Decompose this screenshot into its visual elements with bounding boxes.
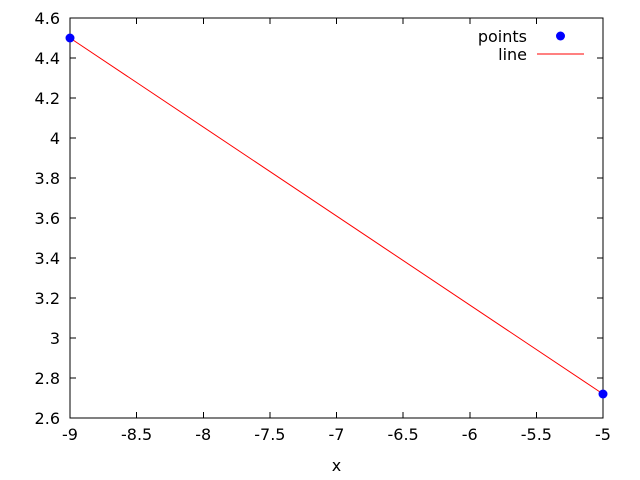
y-tick-label: 4.6 (35, 9, 60, 28)
x-tick-label: -9 (62, 425, 78, 444)
y-tick-label: 4.4 (35, 49, 60, 68)
x-tick-label: -6.5 (388, 425, 419, 444)
series-line-line (69, 37, 604, 395)
y-tick-label: 3.2 (35, 289, 60, 308)
y-tick-label: 4.2 (35, 89, 60, 108)
legend-label-points: points (478, 27, 527, 46)
y-tick-label: 3 (50, 329, 60, 348)
legend-marker-points (556, 31, 565, 41)
y-tick-label: 3.8 (35, 169, 60, 188)
x-axis-label: x (332, 456, 341, 475)
y-tick-label: 3.6 (35, 209, 60, 228)
x-tick-label: -7 (329, 425, 345, 444)
data-point-points (65, 33, 75, 43)
x-tick-label: -6 (462, 425, 478, 444)
plot-border (69, 17, 604, 419)
x-tick-label: -8 (195, 425, 211, 444)
x-tick-label: -5.5 (521, 425, 552, 444)
plot-generated-content: -9 -8.5 -8 -7.5 -7 -6.5 -6 -5.5 -5 2.6 2.8 3 3.2 3.4 3… (35, 9, 611, 444)
x-tick-label: -7.5 (254, 425, 285, 444)
x-tick-label: -5 (595, 425, 611, 444)
data-point-points (598, 389, 608, 399)
legend-label-line: line (498, 45, 527, 64)
y-tick-label: 2.6 (35, 409, 60, 428)
y-tick-label: 4 (50, 129, 60, 148)
x-tick-label: -8.5 (121, 425, 152, 444)
y-tick-label: 2.8 (35, 369, 60, 388)
y-tick-label: 3.4 (35, 249, 60, 268)
